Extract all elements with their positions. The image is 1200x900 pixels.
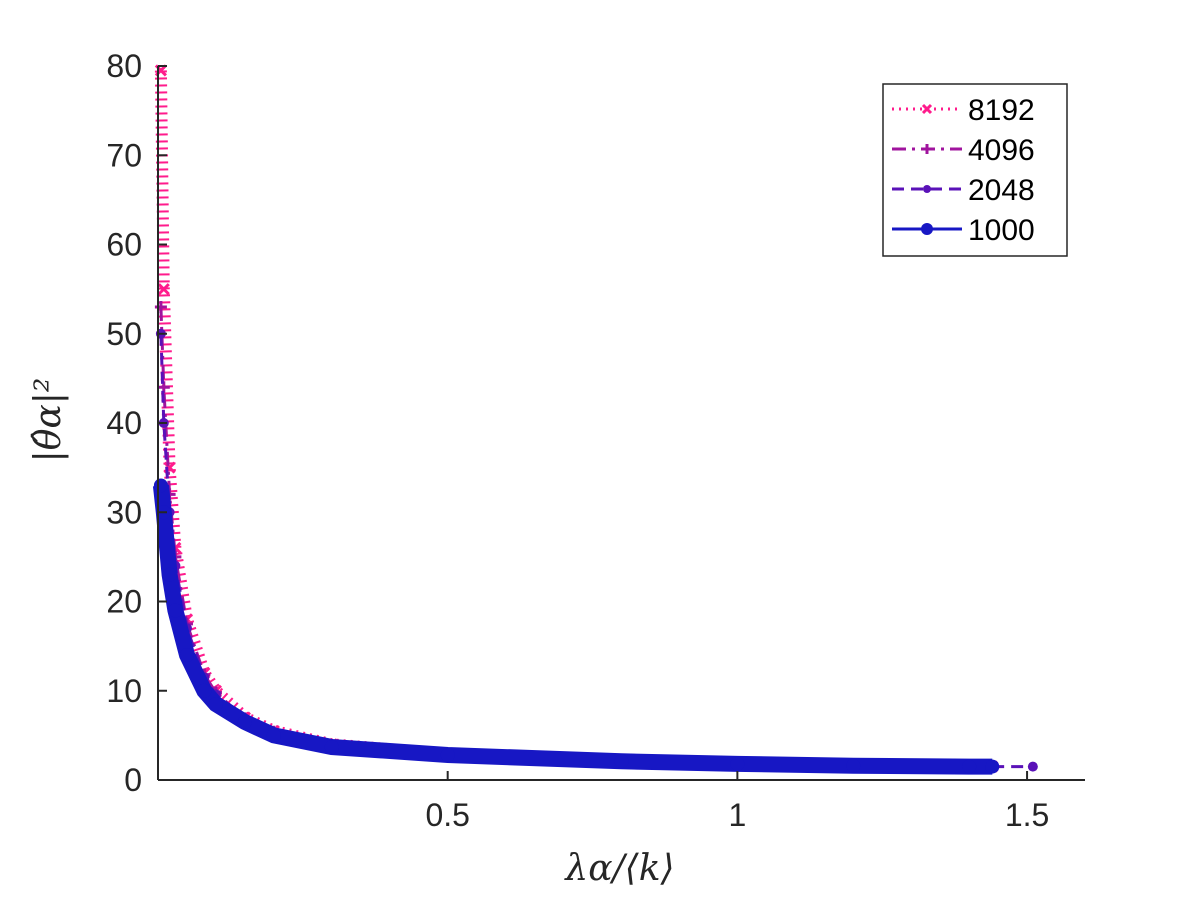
legend-label: 4096: [968, 134, 1035, 167]
y-tick-label: 30: [106, 494, 142, 530]
data-point: [153, 478, 168, 493]
data-point: [730, 756, 745, 771]
axes: 0.5 1 1.5 0 10 20 30 40 50 60 70 80: [106, 48, 1085, 833]
x-tick-label: 1: [728, 797, 746, 833]
y-tick-label: 80: [106, 48, 142, 84]
legend-label: 1000: [968, 214, 1035, 247]
x-axis-label: λα/⟨k⟩: [563, 848, 674, 889]
y-tick-label: 60: [106, 227, 142, 263]
data-point: [921, 223, 933, 235]
y-tick-label: 40: [106, 405, 142, 441]
y-tick-label: 0: [124, 762, 142, 798]
data-point: [154, 300, 167, 313]
data-point: [440, 748, 455, 763]
series-line-8192: [154, 70, 993, 773]
y-tick-label: 20: [106, 584, 142, 620]
data-point: [1027, 761, 1038, 772]
data-point: [846, 758, 861, 773]
data-point: [162, 567, 177, 582]
data-point: [168, 603, 183, 618]
data-point: [237, 714, 252, 729]
legend-item: 2048: [892, 174, 1035, 207]
data-point: [985, 759, 1000, 774]
data-point: [324, 739, 339, 754]
data-point: [266, 728, 281, 743]
plot-area: [152, 64, 1038, 775]
legend: 8192 4096 2048 1000: [882, 83, 1068, 257]
legend-label: 8192: [968, 94, 1035, 127]
data-point: [179, 648, 194, 663]
legend-item: 8192: [892, 94, 1035, 127]
data-point: [962, 759, 977, 774]
y-tick-label: 70: [106, 137, 142, 173]
series-8192: [154, 64, 999, 773]
series-2048: [155, 328, 1038, 772]
legend-item: 4096: [892, 134, 1035, 167]
y-ticks: 0 10 20 30 40 50 60 70 80: [106, 48, 167, 798]
series-4096: [154, 300, 999, 773]
x-ticks: 0.5 1 1.5: [425, 771, 1049, 833]
legend-item: 1000: [892, 214, 1035, 247]
series-line-1000: [152, 484, 993, 775]
data-point: [197, 683, 212, 698]
y-axis-label: |θ̂α|²: [28, 378, 69, 463]
y-tick-label: 50: [106, 316, 142, 352]
x-tick-label: 1.5: [1005, 797, 1049, 833]
series-1000: [152, 478, 1000, 775]
legend-box: [882, 83, 1068, 257]
legend-label: 2048: [968, 174, 1035, 207]
data-point: [921, 103, 933, 115]
data-point: [614, 754, 629, 769]
data-point: [923, 185, 931, 193]
legend-items: 8192 4096 2048 1000: [892, 94, 1035, 247]
data-point: [208, 697, 223, 712]
data-point: [922, 144, 932, 154]
series-line-4096: [159, 306, 993, 769]
y-tick-label: 10: [106, 673, 142, 709]
x-tick-label: 0.5: [425, 797, 469, 833]
data-point: [157, 283, 170, 296]
series-line-2048: [159, 333, 1033, 769]
